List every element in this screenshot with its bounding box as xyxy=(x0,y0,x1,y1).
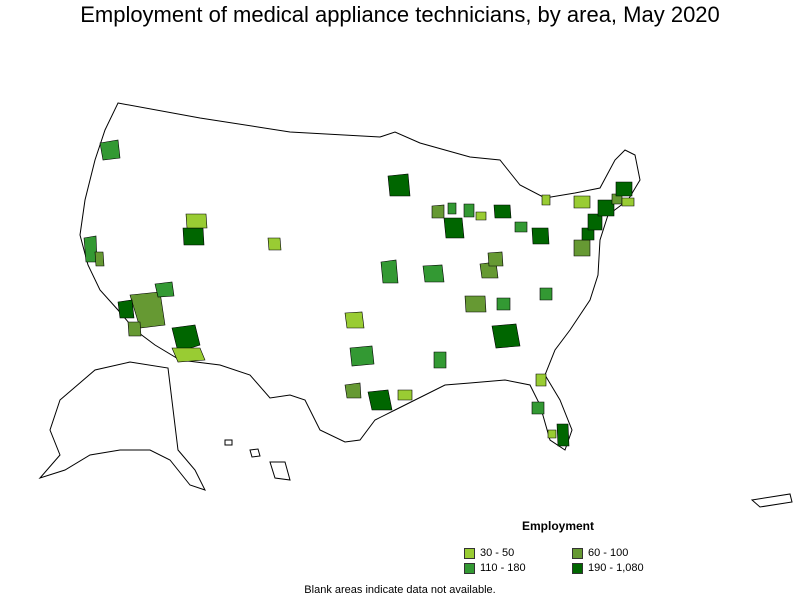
metro-area-beaumont xyxy=(397,389,413,401)
metro-area-detroit xyxy=(493,204,512,219)
metro-area-washington xyxy=(573,239,591,257)
metro-area-dallas xyxy=(349,345,375,367)
alaska-outline xyxy=(38,361,206,491)
metro-area-phoenix xyxy=(171,324,201,353)
metro-area-tucson xyxy=(171,347,206,363)
metro-area-worcester xyxy=(621,197,635,207)
metro-area-albany xyxy=(541,194,551,206)
metro-area-salt-lake xyxy=(182,227,205,246)
legend-item-60-100: 60 - 100 xyxy=(572,547,628,559)
metro-area-cape-coral xyxy=(547,429,557,439)
metro-area-los-angeles xyxy=(117,299,135,319)
legend-item-190-1080: 190 - 1,080 xyxy=(572,562,644,574)
metro-area-columbus xyxy=(487,251,504,267)
metro-area-tampa xyxy=(531,401,545,415)
metro-area-philadelphia xyxy=(587,213,603,231)
legend-label: 110 - 180 xyxy=(480,562,526,574)
metro-area-austin xyxy=(344,382,362,399)
metro-area-san-diego xyxy=(127,321,142,337)
puerto-rico xyxy=(750,493,793,508)
metro-area-nashville xyxy=(464,295,487,313)
metro-area-lansing xyxy=(475,211,487,221)
legend-swatch xyxy=(572,562,583,574)
metro-area-madison xyxy=(431,204,445,219)
legend-item-110-180: 110 - 180 xyxy=(464,562,526,574)
metro-area-birmingham xyxy=(433,351,447,369)
hawaii-islands xyxy=(224,439,291,481)
metro-area-ogden xyxy=(185,213,208,229)
legend-label: 60 - 100 xyxy=(588,547,629,559)
metro-area-cleveland xyxy=(514,221,528,233)
metro-area-minneapolis xyxy=(387,173,411,197)
metro-area-kansas-city xyxy=(380,259,399,284)
legend-title: Employment xyxy=(522,519,595,533)
map-title: Employment of medical appliance technici… xyxy=(80,2,720,27)
metro-area-sacramento xyxy=(94,251,105,267)
metro-area-miami xyxy=(556,423,570,447)
metro-area-chicago xyxy=(443,217,465,239)
metro-area-grand-rapids xyxy=(463,203,475,218)
data-availability-note: Blank areas indicate data not available. xyxy=(304,584,496,596)
legend-swatch xyxy=(572,547,583,559)
metro-area-knoxville xyxy=(496,297,511,311)
metro-area-las-vegas xyxy=(154,281,175,298)
metro-area-riverside xyxy=(129,291,166,329)
metro-area-houston xyxy=(367,389,393,411)
metro-area-boston xyxy=(615,181,633,197)
metro-areas xyxy=(83,139,635,447)
metro-area-milwaukee xyxy=(447,202,457,215)
metro-area-portland xyxy=(99,139,121,161)
metro-area-denver xyxy=(267,237,282,251)
legend-swatch xyxy=(464,547,475,559)
metro-area-jacksonville xyxy=(535,373,547,387)
metro-area-st-louis xyxy=(422,264,445,283)
metro-area-new-york xyxy=(597,199,615,217)
metro-area-raleigh xyxy=(539,287,553,301)
metro-area-bay-area xyxy=(83,235,98,263)
legend-swatch xyxy=(464,562,475,574)
metro-area-atlanta xyxy=(491,323,521,349)
legend-label: 30 - 50 xyxy=(480,547,515,559)
metro-area-pittsburgh xyxy=(531,227,550,245)
legend-label: 190 - 1,080 xyxy=(588,562,644,574)
legend-item-30-50: 30 - 50 xyxy=(464,547,514,559)
metro-area-oklahoma xyxy=(344,311,365,329)
metro-area-hartford xyxy=(573,195,591,209)
